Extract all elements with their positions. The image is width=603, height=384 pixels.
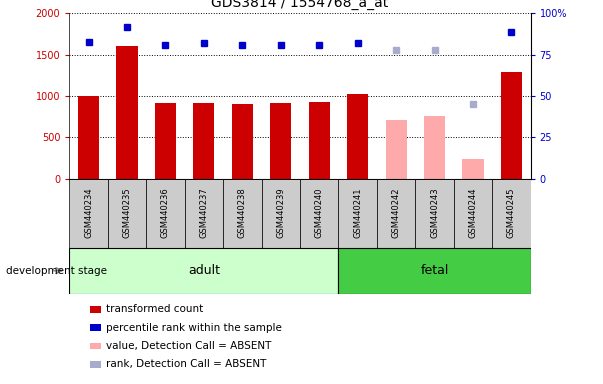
Text: GSM440241: GSM440241 bbox=[353, 188, 362, 238]
Bar bbox=[501, 72, 522, 179]
Bar bbox=[69, 179, 108, 248]
Text: transformed count: transformed count bbox=[106, 304, 203, 314]
Bar bbox=[463, 159, 484, 179]
Bar bbox=[108, 179, 146, 248]
Bar bbox=[347, 94, 368, 179]
Text: percentile rank within the sample: percentile rank within the sample bbox=[106, 323, 282, 333]
Bar bbox=[338, 248, 531, 294]
Bar bbox=[338, 179, 377, 248]
Bar bbox=[185, 179, 223, 248]
Text: GSM440236: GSM440236 bbox=[161, 188, 170, 238]
Bar bbox=[377, 179, 415, 248]
Bar bbox=[309, 102, 330, 179]
Bar bbox=[90, 361, 101, 368]
Text: GSM440245: GSM440245 bbox=[507, 188, 516, 238]
Bar bbox=[69, 248, 338, 294]
Bar bbox=[90, 343, 101, 349]
Text: rank, Detection Call = ABSENT: rank, Detection Call = ABSENT bbox=[106, 359, 266, 369]
Text: GSM440234: GSM440234 bbox=[84, 188, 93, 238]
Text: fetal: fetal bbox=[420, 264, 449, 277]
Bar bbox=[454, 179, 492, 248]
Bar bbox=[424, 116, 445, 179]
Text: value, Detection Call = ABSENT: value, Detection Call = ABSENT bbox=[106, 341, 271, 351]
Bar bbox=[194, 103, 215, 179]
Bar bbox=[262, 179, 300, 248]
Bar bbox=[78, 96, 99, 179]
Text: GSM440239: GSM440239 bbox=[276, 188, 285, 238]
Bar bbox=[116, 46, 137, 179]
Bar bbox=[155, 103, 176, 179]
Bar bbox=[146, 179, 185, 248]
Text: GSM440240: GSM440240 bbox=[315, 188, 324, 238]
Text: development stage: development stage bbox=[6, 266, 107, 276]
Text: GSM440243: GSM440243 bbox=[430, 188, 439, 238]
Bar bbox=[385, 120, 406, 179]
Text: GSM440244: GSM440244 bbox=[469, 188, 478, 238]
Bar bbox=[300, 179, 338, 248]
Text: GSM440235: GSM440235 bbox=[122, 188, 131, 238]
Text: adult: adult bbox=[188, 264, 220, 277]
Bar bbox=[223, 179, 262, 248]
Text: GSM440242: GSM440242 bbox=[391, 188, 400, 238]
Bar bbox=[492, 179, 531, 248]
Bar bbox=[90, 306, 101, 313]
Bar bbox=[415, 179, 453, 248]
Bar bbox=[90, 324, 101, 331]
Text: GSM440238: GSM440238 bbox=[238, 188, 247, 238]
Bar bbox=[232, 104, 253, 179]
Text: GSM440237: GSM440237 bbox=[200, 188, 209, 238]
Bar bbox=[270, 103, 291, 179]
Title: GDS3814 / 1554768_a_at: GDS3814 / 1554768_a_at bbox=[212, 0, 388, 10]
